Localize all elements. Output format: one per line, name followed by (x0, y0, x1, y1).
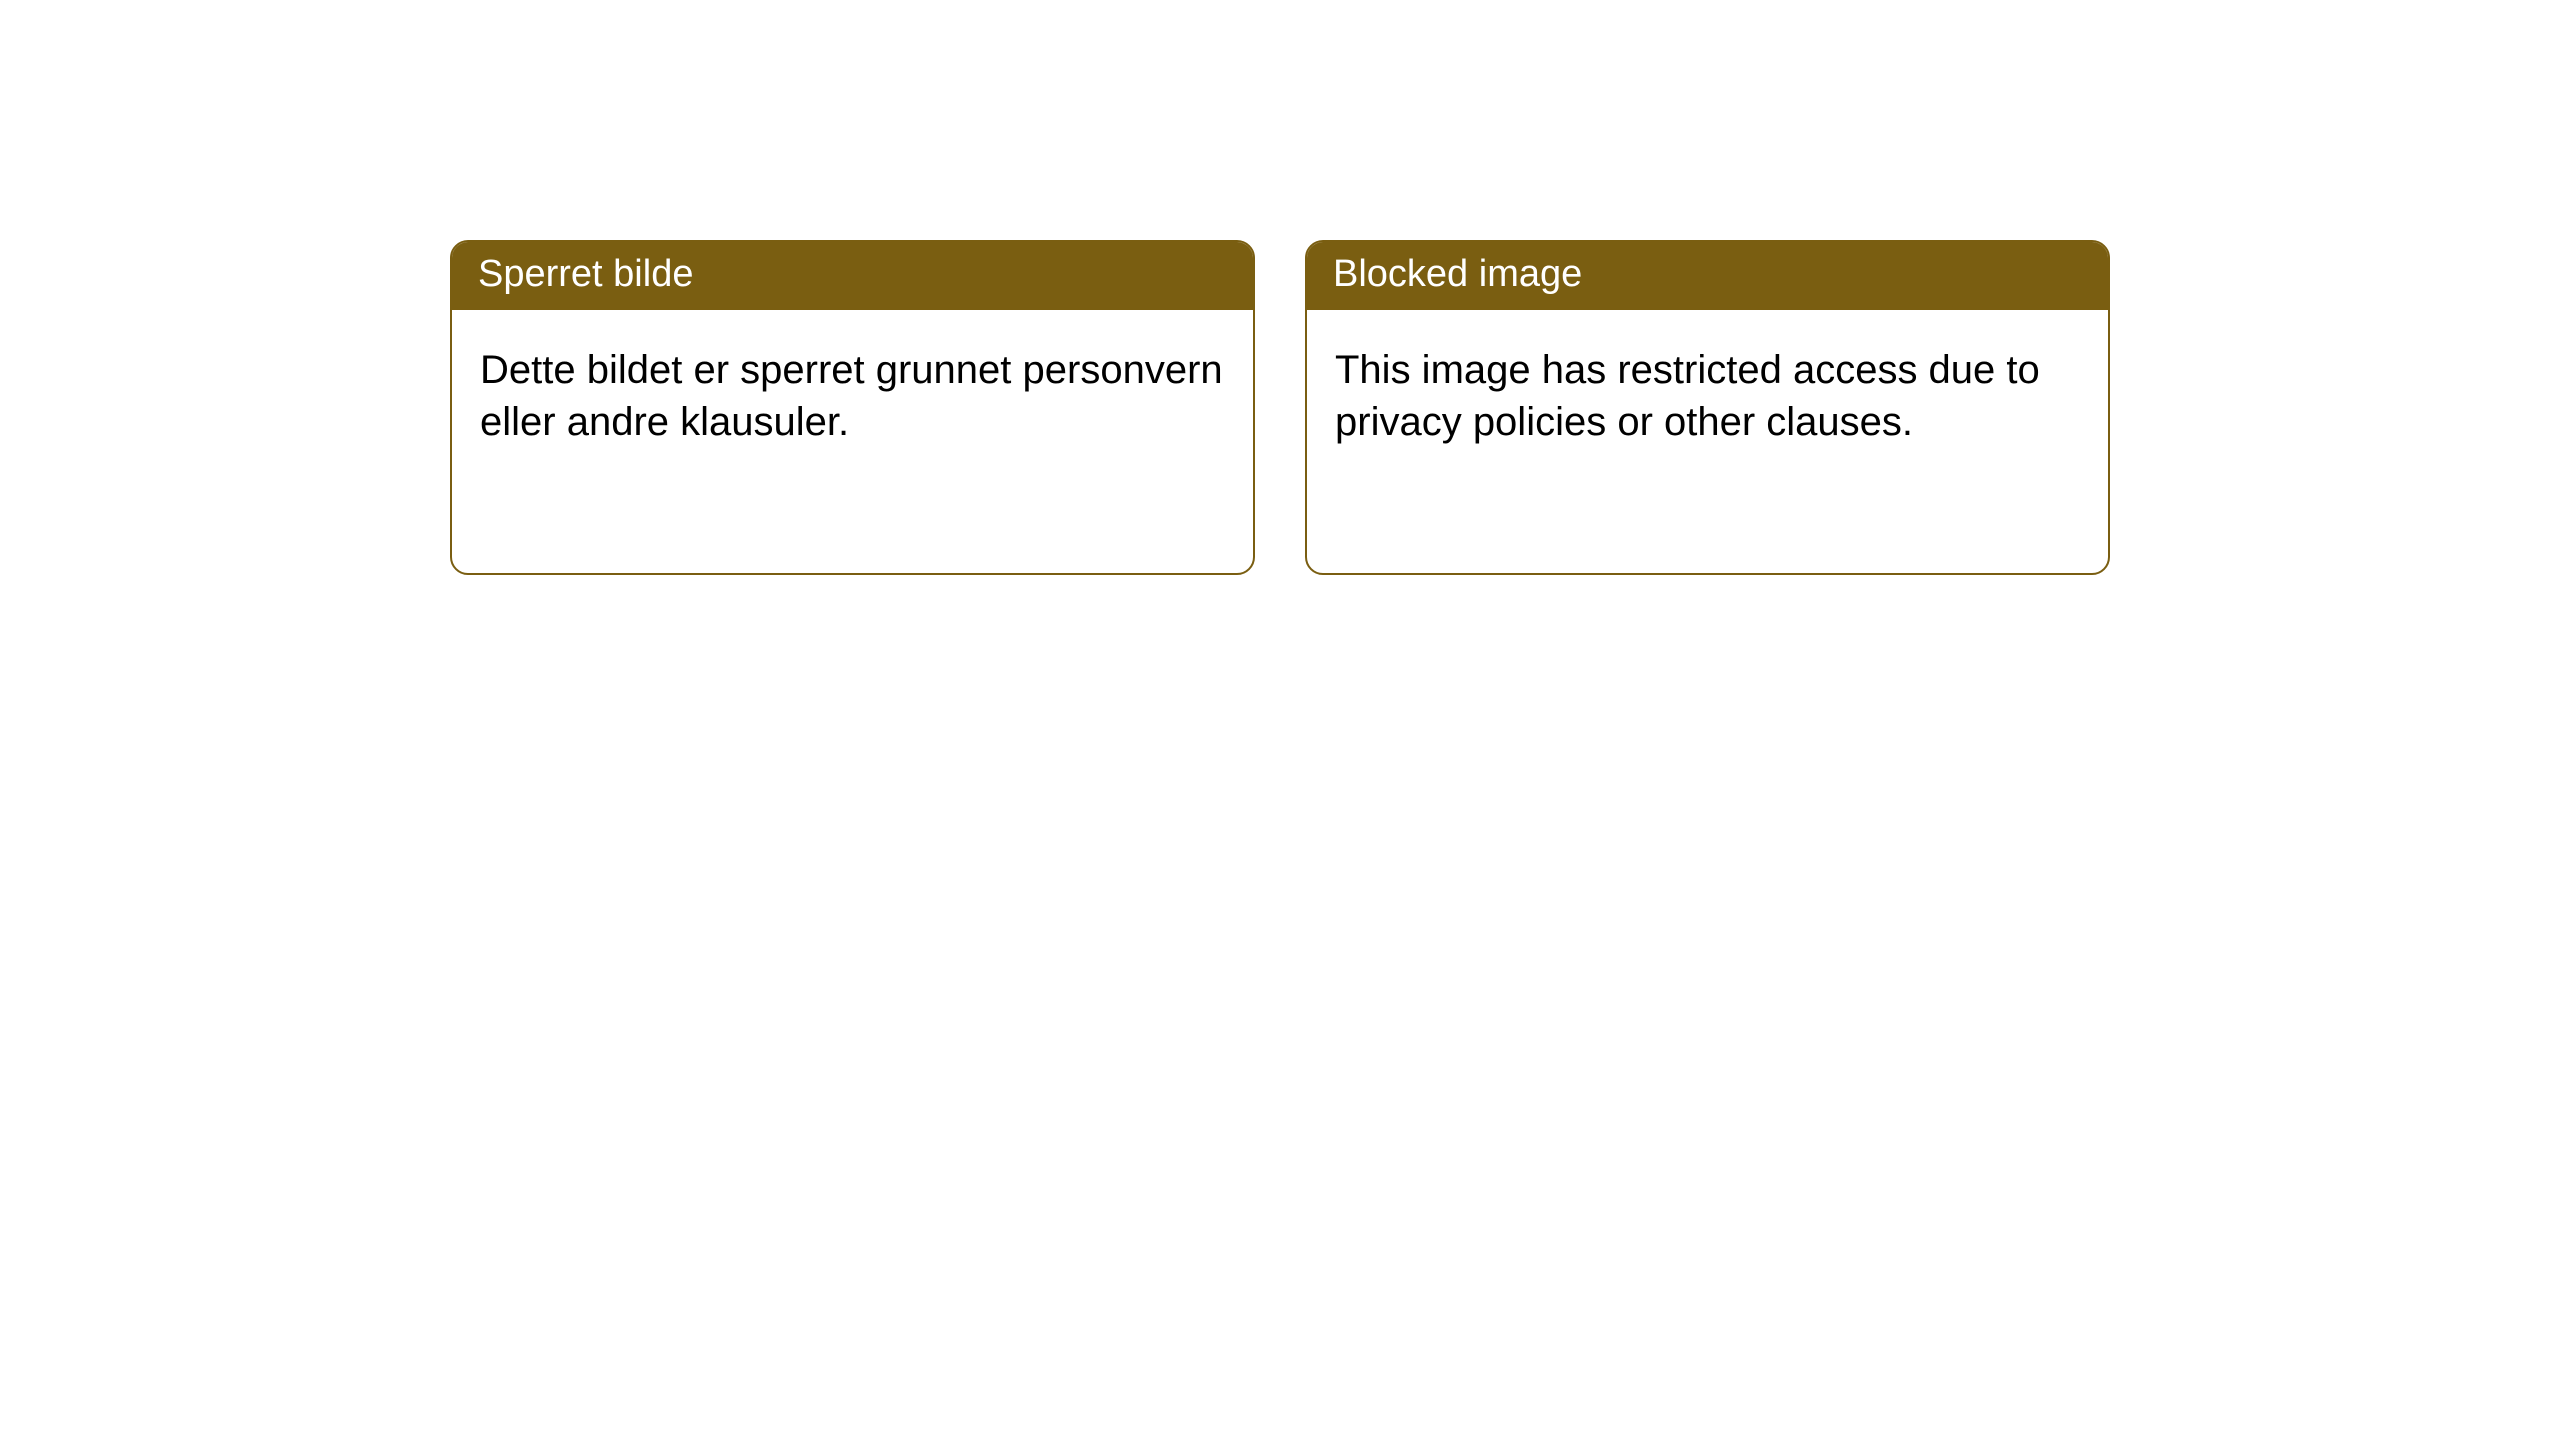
card-header-en: Blocked image (1307, 242, 2108, 310)
card-header-no: Sperret bilde (452, 242, 1253, 310)
card-body-no: Dette bildet er sperret grunnet personve… (452, 310, 1253, 482)
blocked-image-card-en: Blocked image This image has restricted … (1305, 240, 2110, 575)
blocked-image-card-no: Sperret bilde Dette bildet er sperret gr… (450, 240, 1255, 575)
card-body-en: This image has restricted access due to … (1307, 310, 2108, 482)
notice-container: Sperret bilde Dette bildet er sperret gr… (0, 0, 2560, 575)
